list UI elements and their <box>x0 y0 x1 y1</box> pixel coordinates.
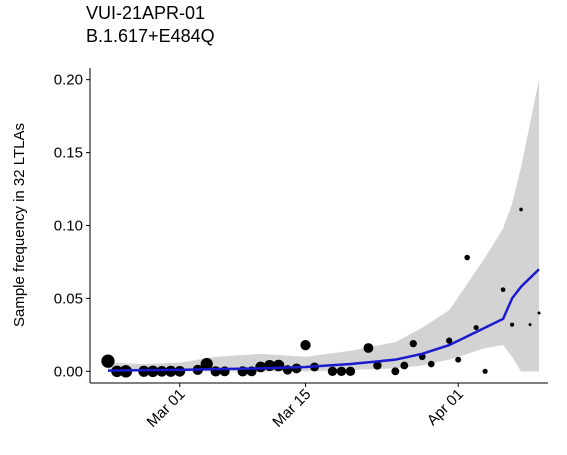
y-tick-label: 0.00 <box>54 363 83 380</box>
x-tick-label: Apr 01 <box>424 386 467 429</box>
trend-line <box>107 268 540 372</box>
x-tick-label: Mar 15 <box>269 386 314 431</box>
y-tick-label: 0.20 <box>54 72 83 89</box>
data-point <box>464 254 470 261</box>
data-point <box>300 339 311 351</box>
data-point <box>101 354 115 368</box>
data-point <box>482 368 488 374</box>
data-point <box>427 360 435 368</box>
data-point <box>156 365 168 377</box>
chart-subtitle: B.1.617+E484Q <box>86 26 215 46</box>
data-point <box>363 343 374 353</box>
data-point <box>165 365 177 377</box>
data-point <box>272 359 285 372</box>
y-tick-label: 0.15 <box>54 145 83 162</box>
chart-title: VUI-21APR-01 <box>86 3 205 23</box>
y-tick-label: 0.05 <box>54 290 83 307</box>
y-tick-label: 0.10 <box>54 218 83 235</box>
data-point <box>200 357 213 371</box>
x-tick-label: Mar 01 <box>144 386 189 431</box>
confidence-band <box>107 79 540 372</box>
data-point <box>473 325 479 331</box>
data-point <box>509 322 515 327</box>
y-axis-label: Sample frequency in 32 LTLAs <box>11 123 28 327</box>
data-point <box>174 365 186 377</box>
data-point <box>446 337 453 344</box>
data-point <box>210 366 221 377</box>
data-point <box>345 366 356 377</box>
data-point <box>528 323 532 327</box>
data-point <box>400 361 409 370</box>
data-point <box>537 311 541 315</box>
data-point <box>455 356 462 363</box>
data-point <box>336 366 347 377</box>
data-point <box>409 339 417 348</box>
data-point <box>327 366 338 377</box>
data-point <box>373 361 382 370</box>
data-point <box>500 287 506 293</box>
data-point <box>519 207 523 212</box>
data-point <box>391 367 400 376</box>
